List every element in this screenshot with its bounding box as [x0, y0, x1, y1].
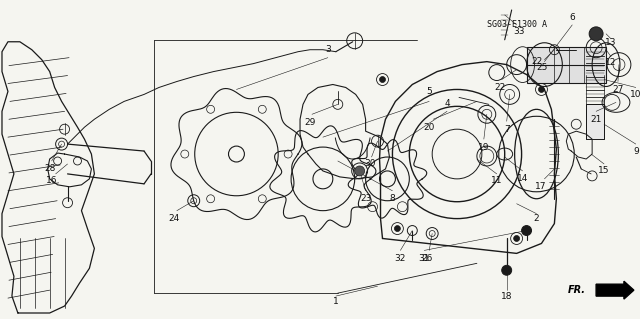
Circle shape — [514, 235, 520, 241]
Circle shape — [380, 77, 385, 83]
Text: SG03-E1300 A: SG03-E1300 A — [487, 20, 547, 29]
FancyArrow shape — [596, 281, 634, 299]
Text: 6: 6 — [570, 13, 575, 22]
Text: 25: 25 — [537, 63, 548, 72]
Circle shape — [538, 86, 545, 93]
Text: 9: 9 — [633, 146, 639, 156]
Circle shape — [394, 226, 401, 232]
Text: 10: 10 — [630, 90, 640, 99]
Text: FR.: FR. — [568, 285, 586, 295]
Text: 18: 18 — [501, 292, 513, 300]
Text: 4: 4 — [444, 99, 450, 108]
Circle shape — [355, 166, 365, 176]
Circle shape — [522, 226, 532, 235]
Bar — [586, 104, 604, 139]
Text: 19: 19 — [478, 143, 490, 152]
Text: 21: 21 — [591, 115, 602, 124]
Bar — [527, 47, 606, 83]
Text: 16: 16 — [46, 176, 58, 185]
Circle shape — [589, 27, 603, 41]
Text: 14: 14 — [517, 174, 528, 183]
Text: 7: 7 — [504, 125, 509, 134]
Text: 30: 30 — [364, 160, 375, 168]
Text: 22: 22 — [494, 83, 506, 92]
Text: 24: 24 — [168, 214, 179, 223]
Text: 28: 28 — [44, 164, 56, 174]
Text: 33: 33 — [513, 27, 524, 36]
Text: 5: 5 — [426, 87, 432, 96]
Text: 31: 31 — [419, 254, 430, 263]
Text: 22: 22 — [531, 57, 542, 66]
Text: 32: 32 — [395, 254, 406, 263]
Text: 23: 23 — [360, 194, 371, 203]
Text: 15: 15 — [598, 167, 610, 175]
Text: 17: 17 — [535, 182, 546, 191]
Text: 8: 8 — [390, 194, 396, 203]
Text: 29: 29 — [304, 118, 316, 127]
Text: 13: 13 — [605, 38, 617, 47]
Text: 2: 2 — [534, 214, 540, 223]
Text: 12: 12 — [605, 58, 617, 67]
Text: 20: 20 — [424, 123, 435, 132]
Text: 3: 3 — [325, 45, 331, 54]
Circle shape — [502, 265, 511, 275]
Text: 27: 27 — [612, 85, 623, 94]
Text: 26: 26 — [422, 254, 433, 263]
Text: 1: 1 — [333, 297, 339, 306]
Text: 11: 11 — [491, 176, 502, 185]
